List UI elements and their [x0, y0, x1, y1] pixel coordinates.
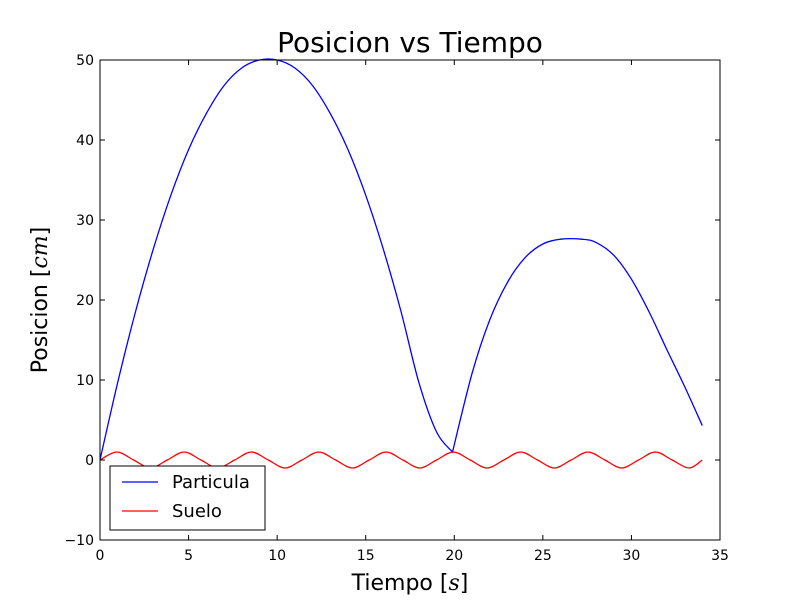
y-axis-label-math: cm — [28, 235, 53, 268]
x-tick-label: 25 — [534, 548, 552, 564]
y-tick-label: 20 — [76, 293, 94, 309]
x-axis-label-prefix: Tiempo [ — [351, 571, 449, 596]
series-line-suelo — [99, 451, 703, 469]
y-axis-label: Posicion [cm] — [28, 227, 53, 374]
chart-title: Posicion vs Tiempo — [277, 26, 543, 59]
x-tick-label: 15 — [357, 548, 375, 564]
x-tick-label: 0 — [96, 548, 105, 564]
plot-lines — [99, 58, 703, 469]
y-axis-label-prefix: Posicion [ — [28, 269, 53, 374]
legend: Particula Suelo — [109, 465, 266, 531]
y-tick-label: 10 — [76, 373, 94, 389]
y-tick-label: 50 — [76, 53, 94, 69]
x-axis-label-suffix: ] — [460, 571, 469, 596]
y-tick-label: 40 — [76, 133, 94, 149]
series-line-particula — [99, 58, 703, 461]
x-axis-label: Tiempo [s] — [351, 571, 469, 596]
x-tick-label: 5 — [184, 548, 193, 564]
x-tick-label: 30 — [623, 548, 641, 564]
legend-label-particula: Particula — [172, 472, 250, 493]
legend-label-suelo: Suelo — [172, 501, 222, 522]
x-tick-label: 35 — [711, 548, 729, 564]
y-axis-label-suffix: ] — [28, 227, 53, 236]
y-tick-label: −10 — [64, 533, 94, 549]
y-tick-label: 0 — [85, 453, 94, 469]
x-tick-label: 20 — [445, 548, 463, 564]
x-axis-label-math: s — [448, 571, 459, 596]
y-tick-label: 30 — [76, 213, 94, 229]
legend-box — [109, 465, 266, 531]
x-tick-label: 10 — [268, 548, 286, 564]
